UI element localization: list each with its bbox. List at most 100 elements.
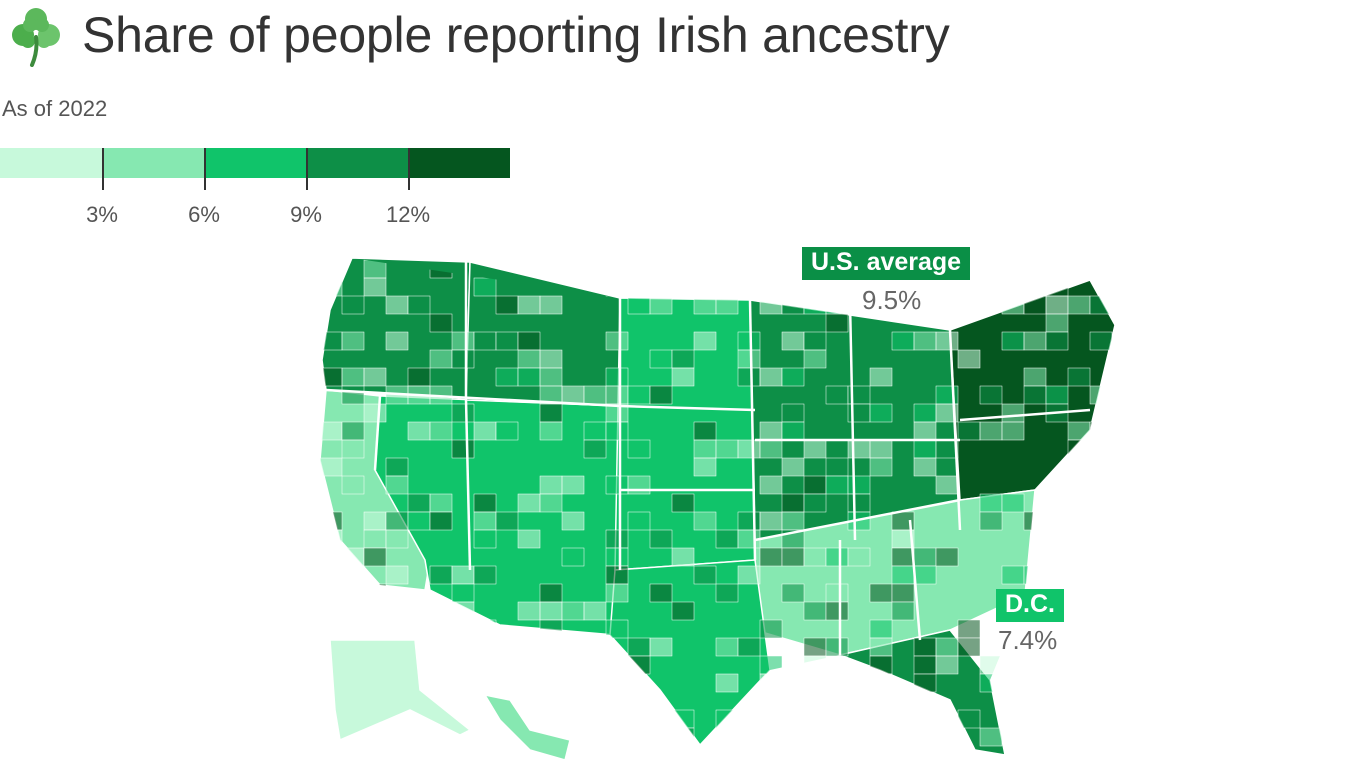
county-cell [869,619,893,639]
county-cell [407,295,431,315]
county-cell [363,583,387,603]
county-cell [627,295,651,315]
county-cell [693,511,717,531]
county-cell [891,547,915,567]
county-cell [385,745,409,755]
county-cell [781,403,805,423]
county-cell [693,457,717,477]
county-cell [913,439,937,459]
state-border [373,395,382,471]
county-cell [759,511,783,531]
county-cell [429,313,453,333]
county-cell [363,547,387,567]
county-cell [693,421,717,441]
state-border [325,388,621,408]
county-cell [561,655,585,675]
county-cell [605,277,629,297]
county-cell [495,421,519,441]
county-cell [1001,403,1025,423]
color-legend: 3% 6% 9% 12% [0,148,520,228]
county-cell [649,277,673,297]
county-cell [957,349,981,369]
county-cell [385,457,409,477]
county-cell [1001,421,1025,441]
county-cell [825,583,849,603]
county-cell [803,295,827,315]
county-cell [1045,529,1069,549]
county-cell [715,727,739,747]
county-cell [320,277,343,297]
county-cell [407,601,431,621]
county-cell [429,493,453,513]
county-cell [605,619,629,639]
county-cell [803,745,827,755]
county-cell [671,493,695,513]
map-region-alaska [329,639,472,742]
county-cell [429,655,453,675]
county-cell [781,331,805,351]
county-cell [1067,673,1091,693]
county-cell [803,655,827,675]
county-cell [1045,565,1069,585]
county-cell [715,673,739,693]
county-cell [913,331,937,351]
county-cell [363,367,387,387]
county-cell [385,511,409,531]
title-row: Share of people reporting Irish ancestry [4,2,950,68]
county-cell [473,565,497,585]
county-cell [1001,673,1025,693]
county-cell [451,583,475,603]
county-cell [517,295,541,315]
county-cell [385,529,409,549]
county-cell [759,475,783,495]
county-cell [385,331,409,351]
legend-tick-label: 12% [385,202,431,227]
county-cell [935,745,959,755]
chart-subtitle: As of 2022 [2,96,108,121]
county-cell [957,277,981,297]
county-cell [341,331,365,351]
county-cell [869,583,893,603]
county-cell [935,295,959,315]
county-cell [517,493,541,513]
county-cell [847,439,871,459]
county-cell [605,331,629,351]
county-cell [935,655,959,675]
county-cell [473,709,497,729]
county-cell [913,421,937,441]
legend-tick [408,148,410,190]
county-cell [1023,511,1047,531]
county-cell [407,421,431,441]
legend-swatch [0,148,102,178]
county-cell [957,709,981,729]
legend-tick [306,148,308,190]
county-cell [803,475,827,495]
county-cell [495,745,519,755]
county-cell [1089,583,1113,603]
county-cell [429,511,453,531]
county-cell [1001,259,1025,279]
county-cell [1023,367,1047,387]
county-cell [583,259,607,279]
county-cell [825,547,849,567]
state-border [748,299,757,561]
county-cell [913,457,937,477]
county-cell [913,637,937,657]
county-cell [913,727,937,747]
county-cell [759,619,783,639]
county-cell [320,583,343,603]
county-cell [1067,367,1091,387]
county-cell [759,547,783,567]
county-cell [671,727,695,747]
county-cell [539,583,563,603]
county-cell [803,349,827,369]
county-cell [473,493,497,513]
county-cell [693,259,717,279]
county-cell [320,547,343,567]
county-cell [693,565,717,585]
county-cell [341,439,365,459]
county-cell [715,529,739,549]
legend-tick-label: 3% [86,202,118,227]
dc-value: 7.4% [998,625,1058,655]
county-cell [473,331,497,351]
